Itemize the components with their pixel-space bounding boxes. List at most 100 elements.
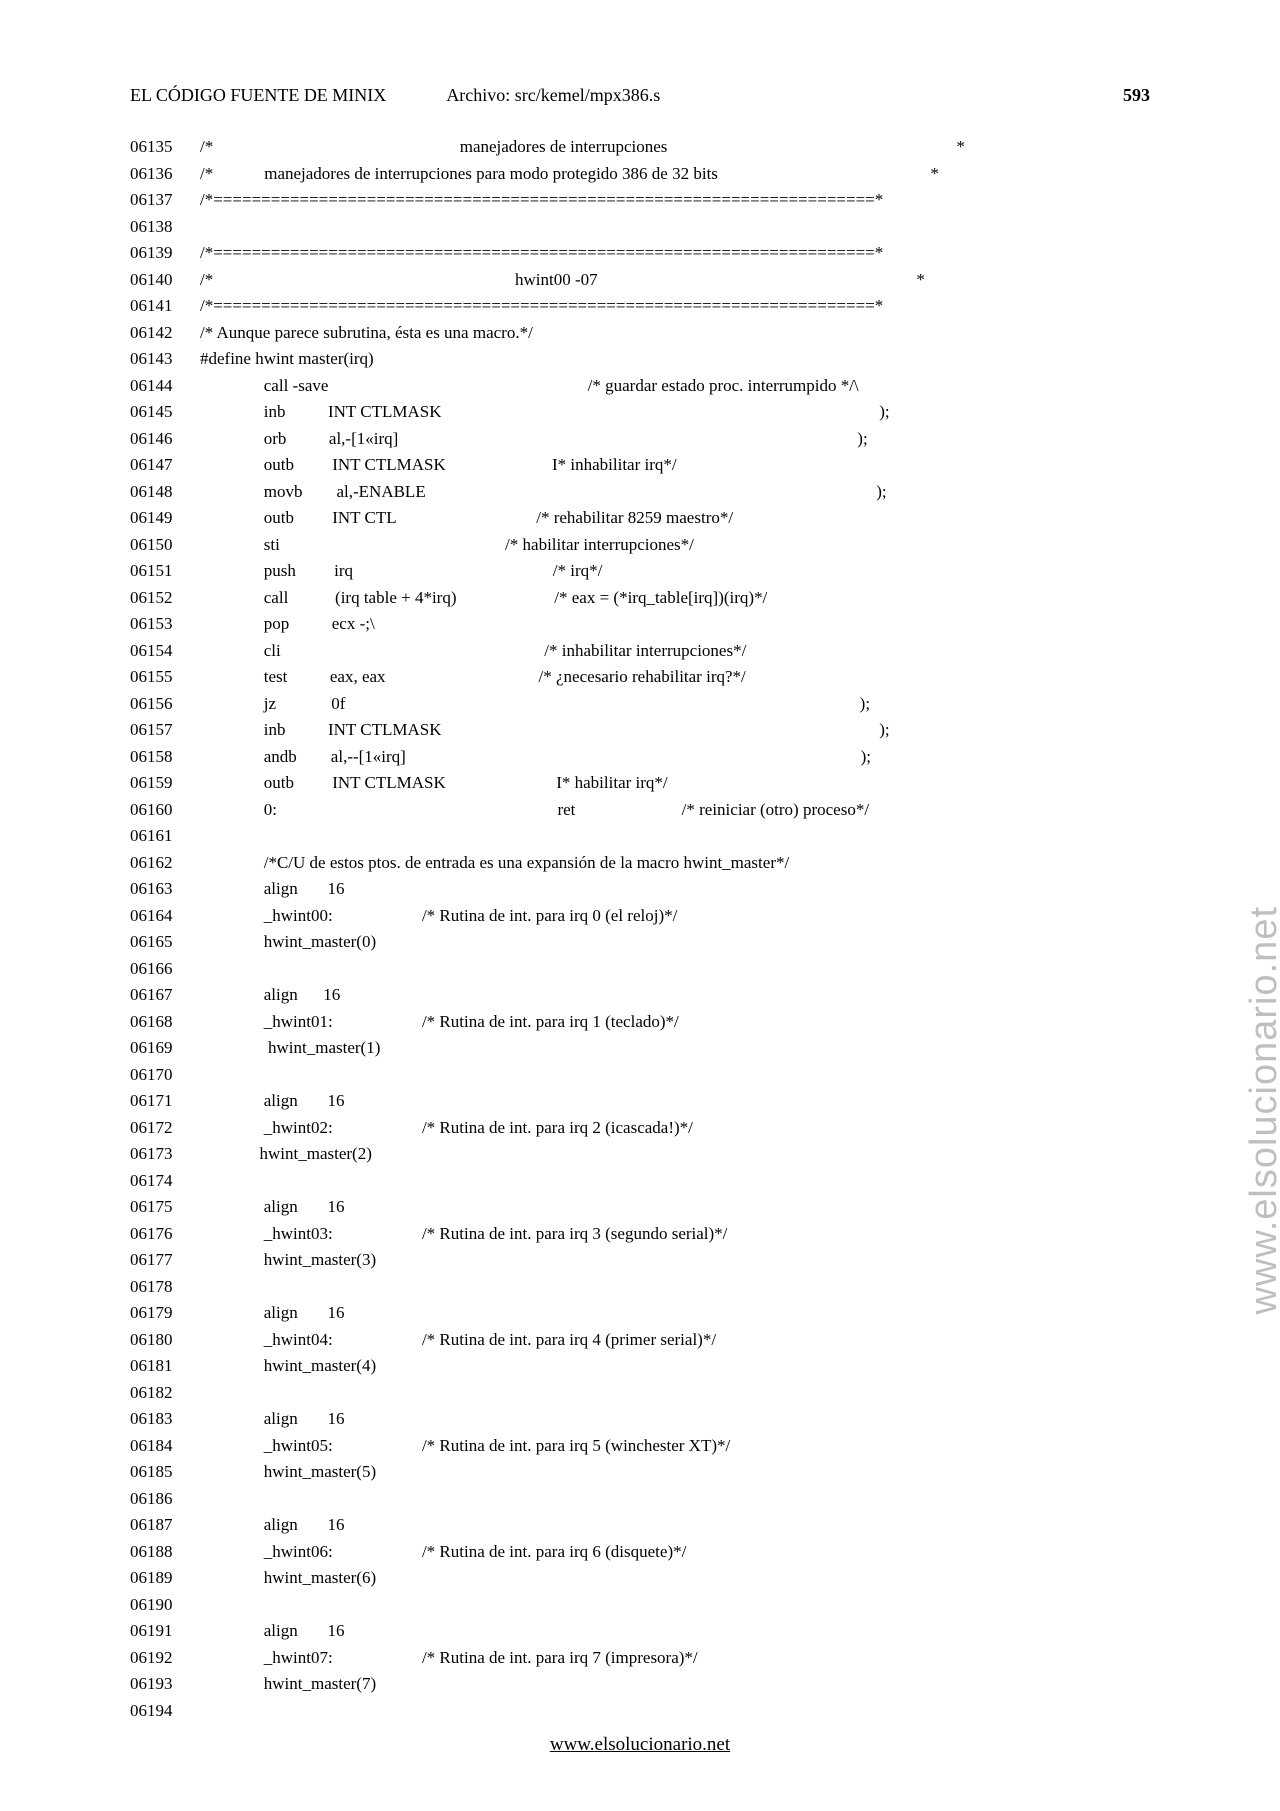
line-content: align 16 — [200, 1512, 1150, 1539]
line-number: 06141 — [130, 293, 200, 320]
line-content: hwint_master(2) — [200, 1141, 1150, 1168]
line-content: call -save /* guardar estado proc. inter… — [200, 373, 1150, 400]
line-content: _hwint07: /* Rutina de int. para irq 7 (… — [200, 1645, 1150, 1672]
line-number: 06165 — [130, 929, 200, 956]
side-watermark: www.elsolucionario.net — [1244, 906, 1280, 1315]
line-number: 06149 — [130, 505, 200, 532]
line-number: 06185 — [130, 1459, 200, 1486]
line-content: _hwint00: /* Rutina de int. para irq 0 (… — [200, 903, 1150, 930]
code-line: 06194 — [130, 1698, 1150, 1725]
line-content: /* manejadores de interrupciones * — [200, 134, 1150, 161]
line-content: align 16 — [200, 1406, 1150, 1433]
line-content: outb INT CTLMASK I* inhabilitar irq*/ — [200, 452, 1150, 479]
line-content: cli /* inhabilitar interrupciones*/ — [200, 638, 1150, 665]
page-header: EL CÓDIGO FUENTE DE MINIX Archivo: src/k… — [130, 85, 1150, 106]
code-line: 06189 hwint_master(6) — [130, 1565, 1150, 1592]
line-content: align 16 — [200, 1618, 1150, 1645]
code-line: 06188 _hwint06: /* Rutina de int. para i… — [130, 1539, 1150, 1566]
line-content: #define hwint master(irq) — [200, 346, 1150, 373]
line-number: 06137 — [130, 187, 200, 214]
line-content — [200, 1698, 1150, 1725]
line-content: _hwint03: /* Rutina de int. para irq 3 (… — [200, 1221, 1150, 1248]
line-number: 06170 — [130, 1062, 200, 1089]
line-number: 06155 — [130, 664, 200, 691]
code-line: 06176 _hwint03: /* Rutina de int. para i… — [130, 1221, 1150, 1248]
code-line: 06172 _hwint02: /* Rutina de int. para i… — [130, 1115, 1150, 1142]
line-content: hwint_master(0) — [200, 929, 1150, 956]
line-number: 06162 — [130, 850, 200, 877]
line-content: call (irq table + 4*irq) /* eax = (*irq_… — [200, 585, 1150, 612]
code-line: 06179 align 16 — [130, 1300, 1150, 1327]
code-line: 06158 andb al,--[1«irq] ); — [130, 744, 1150, 771]
line-content — [200, 1380, 1150, 1407]
code-line: 06154 cli /* inhabilitar interrupciones*… — [130, 638, 1150, 665]
line-content: hwint_master(5) — [200, 1459, 1150, 1486]
line-content: hwint_master(6) — [200, 1565, 1150, 1592]
line-number: 06167 — [130, 982, 200, 1009]
code-line: 06135/* manejadores de interrupciones * — [130, 134, 1150, 161]
line-content: hwint_master(3) — [200, 1247, 1150, 1274]
line-number: 06174 — [130, 1168, 200, 1195]
line-number: 06178 — [130, 1274, 200, 1301]
code-line: 06178 — [130, 1274, 1150, 1301]
footer-link[interactable]: www.elsolucionario.net — [0, 1734, 1280, 1756]
line-content: /*C/U de estos ptos. de entrada es una e… — [200, 850, 1150, 877]
line-number: 06169 — [130, 1035, 200, 1062]
code-line: 06163 align 16 — [130, 876, 1150, 903]
code-line: 06173 hwint_master(2) — [130, 1141, 1150, 1168]
line-content: movb al,-ENABLE ); — [200, 479, 1150, 506]
code-line: 06147 outb INT CTLMASK I* inhabilitar ir… — [130, 452, 1150, 479]
line-content: /* Aunque parece subrutina, ésta es una … — [200, 320, 1150, 347]
line-number: 06163 — [130, 876, 200, 903]
line-content: _hwint05: /* Rutina de int. para irq 5 (… — [200, 1433, 1150, 1460]
line-number: 06161 — [130, 823, 200, 850]
line-number: 06190 — [130, 1592, 200, 1619]
code-line: 06157 inb INT CTLMASK ); — [130, 717, 1150, 744]
line-number: 06136 — [130, 161, 200, 188]
code-line: 06174 — [130, 1168, 1150, 1195]
code-line: 06140/* hwint00 -07 * — [130, 267, 1150, 294]
line-content: _hwint01: /* Rutina de int. para irq 1 (… — [200, 1009, 1150, 1036]
line-number: 06152 — [130, 585, 200, 612]
page-number: 593 — [1123, 85, 1150, 106]
line-content — [200, 1274, 1150, 1301]
code-line: 06166 — [130, 956, 1150, 983]
line-content: sti /* habilitar interrupciones*/ — [200, 532, 1150, 559]
line-content: _hwint06: /* Rutina de int. para irq 6 (… — [200, 1539, 1150, 1566]
code-line: 06148 movb al,-ENABLE ); — [130, 479, 1150, 506]
code-line: 06170 — [130, 1062, 1150, 1089]
line-number: 06148 — [130, 479, 200, 506]
line-number: 06142 — [130, 320, 200, 347]
line-number: 06177 — [130, 1247, 200, 1274]
line-number: 06158 — [130, 744, 200, 771]
line-number: 06168 — [130, 1009, 200, 1036]
code-line: 06167 align 16 — [130, 982, 1150, 1009]
line-number: 06175 — [130, 1194, 200, 1221]
line-content: /* manejadores de interrupciones para mo… — [200, 161, 1150, 188]
line-number: 06153 — [130, 611, 200, 638]
line-content: 0: ret /* reiniciar (otro) proceso*/ — [200, 797, 1150, 824]
code-line: 06151 push irq /* irq*/ — [130, 558, 1150, 585]
page-content: EL CÓDIGO FUENTE DE MINIX Archivo: src/k… — [0, 0, 1280, 1764]
line-number: 06143 — [130, 346, 200, 373]
line-number: 06160 — [130, 797, 200, 824]
line-content — [200, 1486, 1150, 1513]
line-content: _hwint04: /* Rutina de int. para irq 4 (… — [200, 1327, 1150, 1354]
line-content: test eax, eax /* ¿necesario rehabilitar … — [200, 664, 1150, 691]
line-number: 06192 — [130, 1645, 200, 1672]
line-number: 06173 — [130, 1141, 200, 1168]
code-line: 06169 hwint_master(1) — [130, 1035, 1150, 1062]
line-number: 06140 — [130, 267, 200, 294]
code-line: 06145 inb INT CTLMASK ); — [130, 399, 1150, 426]
code-line: 06164 _hwint00: /* Rutina de int. para i… — [130, 903, 1150, 930]
code-line: 06184 _hwint05: /* Rutina de int. para i… — [130, 1433, 1150, 1460]
line-content — [200, 823, 1150, 850]
code-line: 06165 hwint_master(0) — [130, 929, 1150, 956]
line-number: 06188 — [130, 1539, 200, 1566]
line-number: 06193 — [130, 1671, 200, 1698]
line-number: 06139 — [130, 240, 200, 267]
line-number: 06176 — [130, 1221, 200, 1248]
code-line: 06180 _hwint04: /* Rutina de int. para i… — [130, 1327, 1150, 1354]
line-content — [200, 1592, 1150, 1619]
code-line: 06153 pop ecx -;\ — [130, 611, 1150, 638]
